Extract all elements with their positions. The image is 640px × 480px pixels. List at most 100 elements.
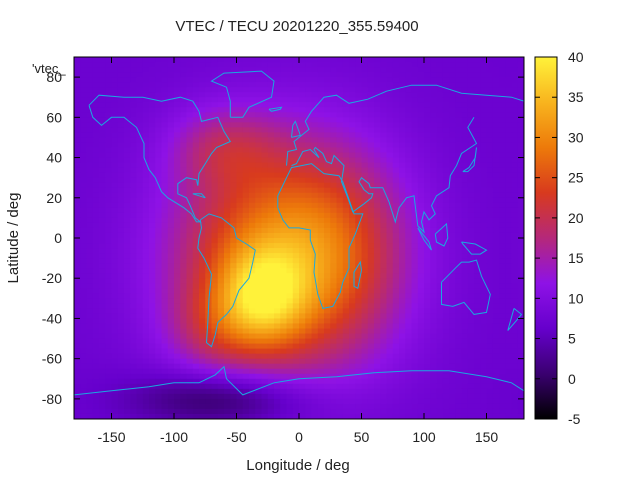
heatmap-cell <box>236 172 244 179</box>
heatmap-cell <box>217 197 225 204</box>
heatmap-cell <box>486 268 494 274</box>
heatmap-cell <box>380 102 388 108</box>
heatmap-cell <box>424 132 431 139</box>
heatmap-cell <box>424 182 431 189</box>
heatmap-cell <box>361 57 369 63</box>
heatmap-cell <box>342 207 350 214</box>
heatmap-cell <box>480 298 488 304</box>
heatmap-cell <box>442 162 450 169</box>
heatmap-cell <box>436 152 444 159</box>
heatmap-cell <box>411 268 419 274</box>
heatmap-cell <box>249 303 256 309</box>
heatmap-cell <box>117 333 125 340</box>
heatmap-cell <box>255 187 263 194</box>
heatmap-cell <box>461 212 469 219</box>
heatmap-cell <box>405 393 413 400</box>
heatmap-cell <box>499 368 506 375</box>
heatmap-cell <box>180 388 188 395</box>
heatmap-cell <box>142 102 150 108</box>
heatmap-cell <box>511 343 519 350</box>
heatmap-cell <box>155 87 163 93</box>
heatmap-cell <box>474 177 481 184</box>
heatmap-cell <box>511 318 519 325</box>
heatmap-cell <box>405 243 413 249</box>
heatmap-cell <box>117 217 125 224</box>
heatmap-cell <box>186 248 194 254</box>
heatmap-cell <box>224 172 231 179</box>
heatmap-cell <box>417 77 425 83</box>
heatmap-cell <box>124 353 131 360</box>
heatmap-cell <box>180 227 188 234</box>
heatmap-cell <box>161 348 169 355</box>
heatmap-cell <box>305 393 313 400</box>
heatmap-cell <box>205 192 213 199</box>
heatmap-cell <box>517 383 524 390</box>
heatmap-cell <box>386 378 394 385</box>
heatmap-cell <box>180 398 188 405</box>
heatmap-cell <box>117 318 125 325</box>
heatmap-cell <box>411 147 419 154</box>
heatmap-cell <box>124 142 131 149</box>
heatmap-cell <box>330 308 338 315</box>
heatmap-cell <box>130 258 138 264</box>
heatmap-cell <box>492 77 500 83</box>
heatmap-cell <box>174 177 181 184</box>
heatmap-cell <box>374 232 381 239</box>
heatmap-cell <box>74 238 81 244</box>
heatmap-cell <box>217 232 225 239</box>
heatmap-cell <box>511 388 519 395</box>
heatmap-cell <box>205 132 213 139</box>
heatmap-cell <box>342 273 350 279</box>
heatmap-cell <box>124 313 131 320</box>
heatmap-cell <box>92 67 100 73</box>
heatmap-cell <box>324 283 331 289</box>
heatmap-cell <box>124 192 131 199</box>
heatmap-cell <box>449 323 456 330</box>
heatmap-cell <box>136 222 144 229</box>
heatmap-cell <box>492 283 500 289</box>
heatmap-cell <box>255 298 263 304</box>
heatmap-cell <box>174 248 181 254</box>
heatmap-cell <box>236 383 244 390</box>
heatmap-cell <box>92 293 100 299</box>
heatmap-cell <box>205 147 213 154</box>
heatmap-cell <box>117 248 125 254</box>
heatmap-cell <box>267 162 275 169</box>
heatmap-cell <box>155 263 163 269</box>
heatmap-cell <box>424 263 431 269</box>
heatmap-cell <box>86 167 94 174</box>
heatmap-cell <box>80 298 88 304</box>
heatmap-cell <box>455 278 463 284</box>
heatmap-cell <box>130 227 138 234</box>
heatmap-cell <box>311 343 319 350</box>
heatmap-cell <box>386 57 394 63</box>
heatmap-cell <box>142 157 150 164</box>
heatmap-cell <box>180 107 188 113</box>
heatmap-cell <box>299 147 306 154</box>
heatmap-cell <box>386 192 394 199</box>
heatmap-cell <box>86 398 94 405</box>
heatmap-cell <box>174 268 181 274</box>
heatmap-cell <box>367 398 375 405</box>
heatmap-cell <box>99 303 106 309</box>
heatmap-cell <box>242 187 250 194</box>
heatmap-cell <box>267 72 275 78</box>
heatmap-cell <box>192 77 200 83</box>
heatmap-cell <box>149 122 156 128</box>
heatmap-cell <box>361 288 369 294</box>
heatmap-cell <box>405 172 413 179</box>
heatmap-cell <box>442 67 450 73</box>
heatmap-cell <box>517 207 524 214</box>
heatmap-cell <box>130 353 138 360</box>
heatmap-cell <box>199 298 206 304</box>
heatmap-cell <box>286 283 294 289</box>
heatmap-cells <box>74 57 524 419</box>
heatmap-cell <box>111 82 119 88</box>
heatmap-cell <box>180 358 188 365</box>
heatmap-cell <box>324 147 331 154</box>
heatmap-cell <box>486 217 494 224</box>
heatmap-cell <box>205 172 213 179</box>
heatmap-cell <box>467 132 475 139</box>
heatmap-cell <box>505 197 513 204</box>
heatmap-cell <box>174 303 181 309</box>
